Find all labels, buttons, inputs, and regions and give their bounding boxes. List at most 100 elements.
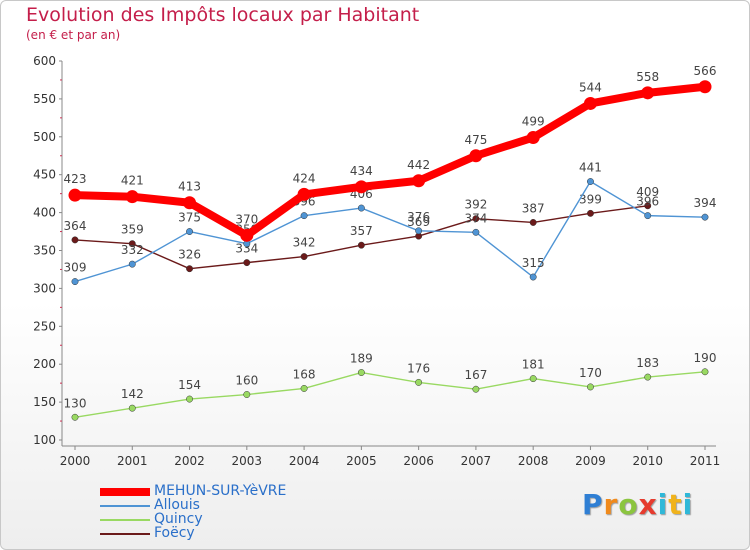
data-point bbox=[701, 213, 709, 221]
y-tick-label: 350 bbox=[33, 244, 56, 258]
data-label: 315 bbox=[522, 256, 545, 270]
x-tick-label: 2009 bbox=[575, 454, 606, 468]
data-label: 170 bbox=[579, 366, 602, 380]
data-label: 190 bbox=[694, 351, 717, 365]
legend-item: MEHUN-SUR-YèVRE bbox=[100, 483, 360, 500]
y-tick-label: 400 bbox=[33, 206, 56, 220]
data-point bbox=[297, 187, 311, 201]
data-point bbox=[529, 219, 537, 226]
x-tick-label: 2001 bbox=[117, 454, 148, 468]
x-tick-label: 2003 bbox=[232, 454, 263, 468]
data-label: 370 bbox=[235, 212, 258, 226]
proxiti-logo: Proxiti bbox=[582, 488, 694, 521]
data-label: 342 bbox=[293, 236, 316, 250]
y-tick-label: 250 bbox=[33, 319, 56, 333]
data-label: 392 bbox=[464, 198, 487, 212]
data-label: 142 bbox=[121, 387, 144, 401]
data-label: 176 bbox=[407, 361, 430, 375]
data-label: 558 bbox=[636, 70, 659, 84]
x-tick-label: 2005 bbox=[346, 454, 377, 468]
data-point bbox=[357, 241, 365, 249]
legend-item: Foëcy bbox=[100, 525, 360, 542]
data-label: 160 bbox=[235, 374, 258, 388]
x-tick-label: 2010 bbox=[632, 454, 663, 468]
data-label: 442 bbox=[407, 158, 430, 172]
data-label: 475 bbox=[464, 133, 487, 147]
data-label: 499 bbox=[522, 115, 545, 129]
legend-label: Quincy bbox=[154, 511, 203, 527]
legend-label: Allouis bbox=[154, 497, 200, 513]
data-label: 326 bbox=[178, 248, 201, 262]
data-label: 396 bbox=[636, 195, 659, 209]
legend-swatch bbox=[100, 488, 150, 496]
x-tick-label: 2011 bbox=[690, 454, 721, 468]
legend-item: Quincy bbox=[100, 511, 360, 528]
data-label: 183 bbox=[636, 356, 659, 370]
data-point bbox=[472, 215, 480, 223]
data-point bbox=[243, 391, 251, 398]
x-tick-label: 2006 bbox=[403, 454, 434, 468]
data-point bbox=[644, 373, 652, 381]
data-label: 181 bbox=[522, 358, 545, 372]
data-label: 332 bbox=[121, 243, 144, 257]
y-tick-label: 300 bbox=[33, 281, 56, 295]
y-tick-label: 500 bbox=[33, 130, 56, 144]
data-label: 369 bbox=[407, 215, 430, 229]
legend-label: MEHUN-SUR-YèVRE bbox=[154, 483, 287, 499]
data-point bbox=[354, 180, 368, 194]
data-label: 130 bbox=[64, 396, 87, 410]
data-label: 309 bbox=[64, 261, 87, 275]
data-point bbox=[472, 228, 480, 236]
data-label: 409 bbox=[636, 185, 659, 199]
data-point bbox=[128, 260, 136, 268]
data-label: 394 bbox=[694, 196, 717, 210]
data-label: 424 bbox=[293, 171, 316, 185]
legend-label: Foëcy bbox=[154, 525, 195, 541]
data-point bbox=[701, 368, 709, 376]
data-point bbox=[240, 228, 254, 242]
data-point bbox=[243, 259, 251, 267]
data-label: 374 bbox=[464, 211, 487, 225]
data-point bbox=[128, 404, 136, 412]
data-label: 566 bbox=[694, 64, 717, 78]
data-point bbox=[526, 131, 540, 145]
data-label: 399 bbox=[579, 192, 602, 206]
data-label: 387 bbox=[522, 201, 545, 215]
x-tick-label: 2002 bbox=[174, 454, 205, 468]
data-point bbox=[529, 273, 537, 281]
data-point bbox=[128, 240, 136, 248]
y-tick-label: 450 bbox=[33, 168, 56, 182]
data-label: 168 bbox=[293, 367, 316, 381]
data-label: 364 bbox=[64, 219, 87, 233]
data-point bbox=[641, 86, 655, 100]
data-label: 334 bbox=[235, 242, 258, 256]
legend-swatch bbox=[100, 533, 150, 535]
legend-item: Allouis bbox=[100, 497, 360, 514]
data-point bbox=[186, 265, 193, 273]
data-label: 167 bbox=[464, 368, 487, 382]
y-tick-label: 100 bbox=[33, 433, 56, 447]
data-point bbox=[583, 96, 597, 110]
data-label: 359 bbox=[121, 223, 144, 237]
data-label: 413 bbox=[178, 180, 201, 194]
data-label: 544 bbox=[579, 80, 602, 94]
data-label: 375 bbox=[178, 211, 201, 225]
data-label: 189 bbox=[350, 352, 373, 366]
data-label: 376 bbox=[407, 210, 430, 224]
data-point bbox=[300, 253, 308, 261]
data-point bbox=[186, 228, 193, 236]
data-point bbox=[412, 174, 426, 188]
x-tick-label: 2004 bbox=[289, 454, 320, 468]
y-tick-label: 550 bbox=[33, 92, 56, 106]
y-tick-label: 600 bbox=[33, 54, 56, 68]
data-label: 154 bbox=[178, 378, 201, 392]
data-point bbox=[300, 385, 308, 392]
data-label: 423 bbox=[64, 172, 87, 186]
data-point bbox=[587, 178, 594, 185]
data-point bbox=[183, 196, 197, 210]
data-label: 357 bbox=[350, 224, 373, 238]
data-point bbox=[529, 375, 537, 383]
legend-swatch bbox=[100, 519, 150, 521]
data-point bbox=[644, 202, 652, 210]
